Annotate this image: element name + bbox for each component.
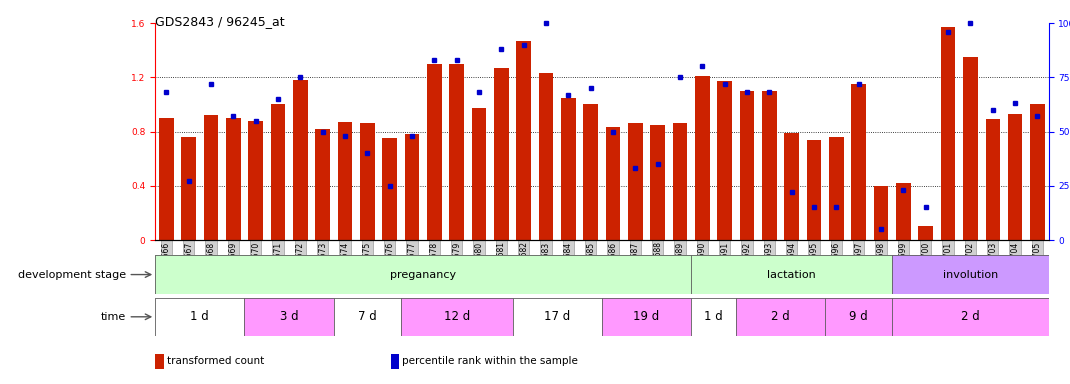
Bar [382, 138, 397, 240]
Bar [271, 104, 286, 240]
Text: 17 d: 17 d [544, 310, 570, 323]
Bar [517, 41, 531, 240]
Bar [691, 298, 736, 336]
Bar [155, 255, 691, 294]
Text: percentile rank within the sample: percentile rank within the sample [402, 356, 578, 366]
Text: 1 d: 1 d [704, 310, 723, 323]
Text: lactation: lactation [767, 270, 816, 280]
Bar [159, 118, 173, 240]
Bar [739, 91, 754, 240]
Bar [874, 186, 888, 240]
Text: development stage: development stage [18, 270, 126, 280]
Bar [762, 91, 777, 240]
Bar [918, 227, 933, 240]
Bar [892, 298, 1049, 336]
Bar [244, 298, 334, 336]
Bar [718, 81, 732, 240]
Text: 2 d: 2 d [961, 310, 980, 323]
Bar [897, 183, 911, 240]
Text: 9 d: 9 d [850, 310, 868, 323]
Bar [155, 298, 244, 336]
Bar [449, 64, 464, 240]
Bar [807, 140, 822, 240]
Bar [494, 68, 508, 240]
Bar [338, 122, 352, 240]
Text: 2 d: 2 d [771, 310, 790, 323]
Bar [361, 123, 374, 240]
Bar [1030, 104, 1044, 240]
Bar [696, 76, 709, 240]
Text: 12 d: 12 d [444, 310, 470, 323]
Bar [203, 115, 218, 240]
Bar [829, 137, 843, 240]
Bar [825, 298, 892, 336]
Text: 7 d: 7 d [358, 310, 377, 323]
Bar [472, 108, 486, 240]
Bar [784, 133, 799, 240]
Bar [226, 118, 241, 240]
Bar [673, 123, 687, 240]
Bar [941, 27, 956, 240]
Text: time: time [101, 312, 126, 322]
Bar [963, 57, 978, 240]
Bar [606, 127, 621, 240]
Bar [561, 98, 576, 240]
Bar [736, 298, 825, 336]
Bar [651, 125, 664, 240]
Text: involution: involution [943, 270, 998, 280]
Text: 3 d: 3 d [280, 310, 299, 323]
Bar [248, 121, 263, 240]
Bar [404, 134, 419, 240]
Text: preganancy: preganancy [391, 270, 456, 280]
Bar [892, 255, 1049, 294]
Bar [852, 84, 866, 240]
Bar [316, 129, 330, 240]
Bar [583, 104, 598, 240]
Bar [539, 73, 553, 240]
Text: 1 d: 1 d [190, 310, 210, 323]
Bar [628, 123, 643, 240]
Text: GDS2843 / 96245_at: GDS2843 / 96245_at [155, 15, 285, 28]
Bar [1008, 114, 1022, 240]
Bar [401, 298, 513, 336]
Bar [334, 298, 401, 336]
Bar [427, 64, 442, 240]
Bar [293, 80, 307, 240]
Bar [601, 298, 691, 336]
Bar [985, 119, 1000, 240]
Bar [691, 255, 892, 294]
Text: 19 d: 19 d [633, 310, 660, 323]
Bar [513, 298, 601, 336]
Bar [182, 137, 196, 240]
Text: transformed count: transformed count [167, 356, 264, 366]
